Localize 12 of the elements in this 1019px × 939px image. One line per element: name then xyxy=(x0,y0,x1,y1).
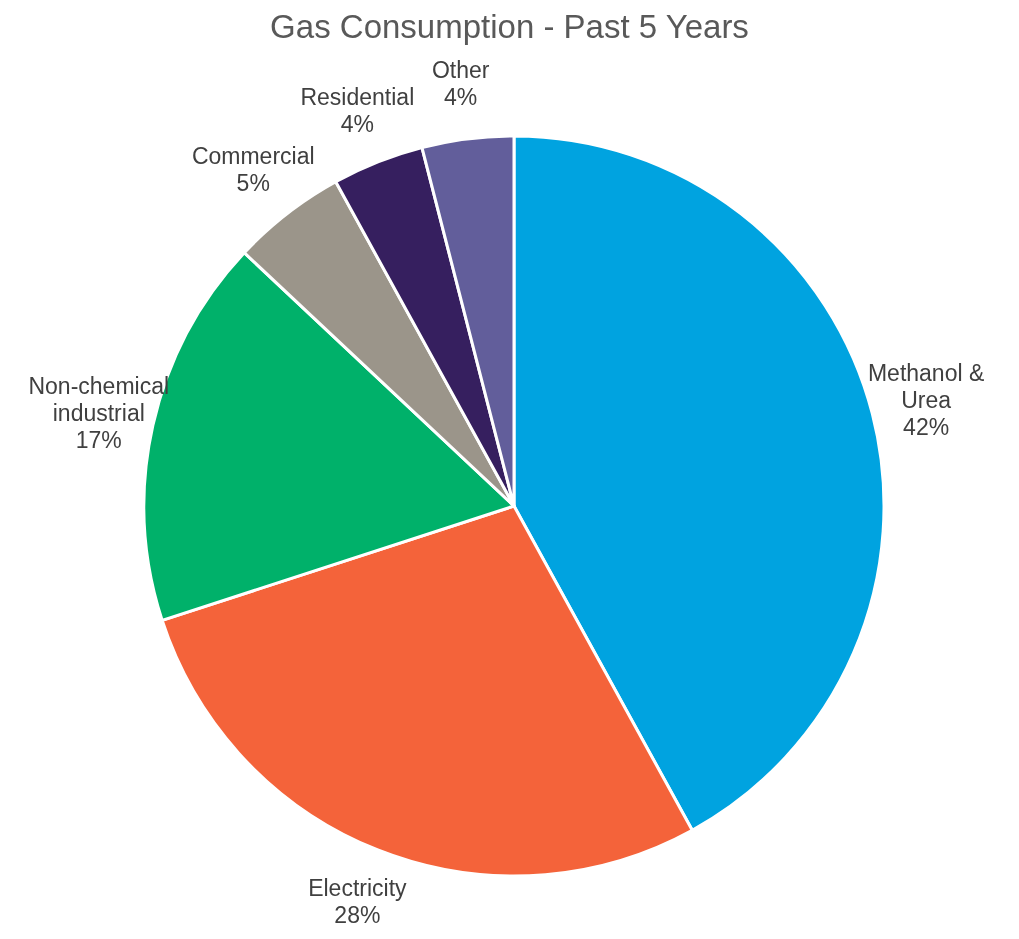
data-label: 4% xyxy=(340,110,374,137)
data-label: 5% xyxy=(236,170,270,197)
slice-label: Residential xyxy=(300,83,415,110)
data-label: 28% xyxy=(334,902,381,929)
data-label: 42% xyxy=(903,414,950,441)
data-label: 4% xyxy=(444,84,478,111)
chart-title: Gas Consumption - Past 5 Years xyxy=(270,8,749,45)
slice-label: Commercial xyxy=(191,143,315,170)
slice-label: Electricity xyxy=(308,875,408,902)
data-label: 17% xyxy=(75,427,122,454)
slice-label: Other xyxy=(431,57,490,84)
slice-label: Methanol & Urea xyxy=(867,360,985,414)
